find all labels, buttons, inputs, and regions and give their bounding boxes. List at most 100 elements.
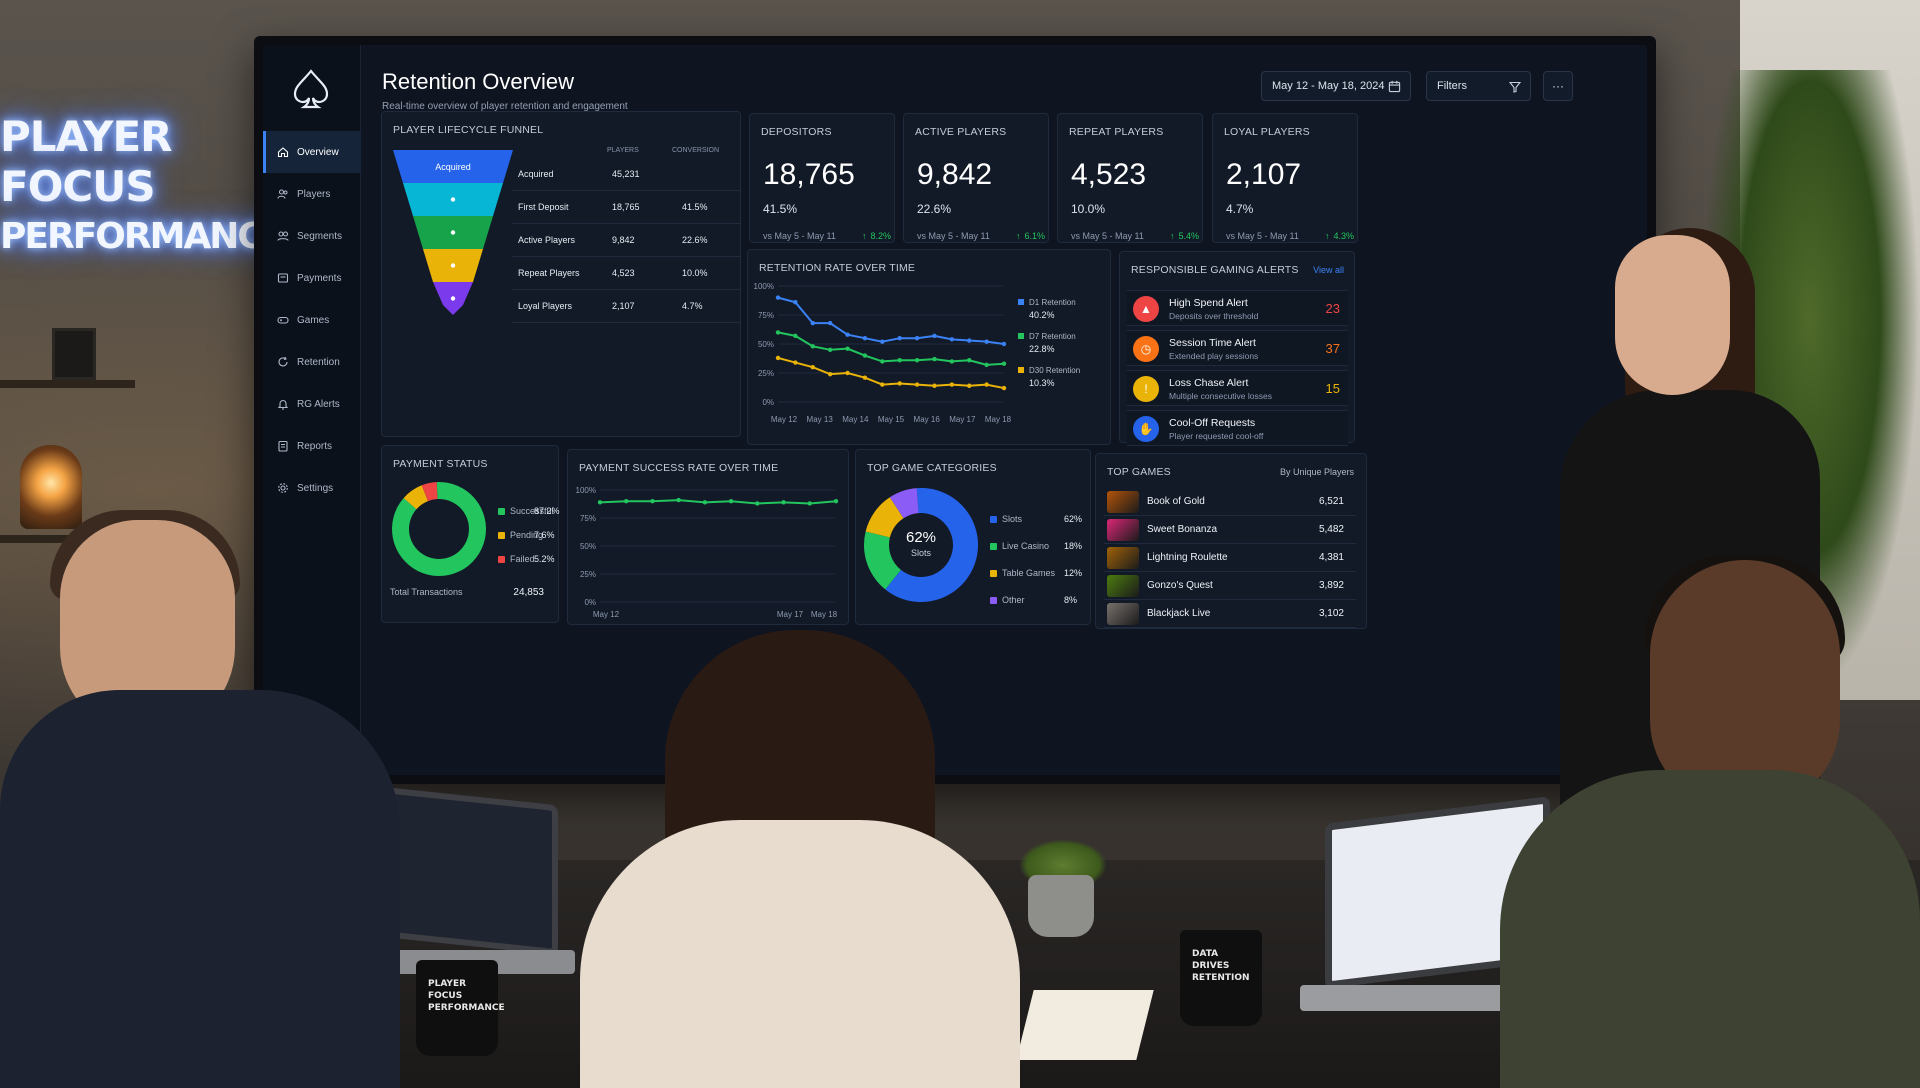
gear-icon xyxy=(278,483,288,493)
sort-dropdown[interactable]: By Unique Players xyxy=(1279,467,1354,477)
alert-row[interactable]: ✋ Cool-Off Requests Player requested cool-… xyxy=(1127,410,1348,446)
legend-item: Live Casino xyxy=(990,541,1049,551)
y-tick-label: 25% xyxy=(580,570,596,579)
more-icon: ··· xyxy=(1552,79,1564,93)
data-point xyxy=(967,358,972,363)
kpi-value: 9,842 xyxy=(917,158,993,191)
data-point xyxy=(897,381,902,386)
date-range-picker[interactable]: May 12 - May 18, 2024 xyxy=(1261,71,1411,101)
dashboard: Overview Players Segments Payments Games Rete… xyxy=(263,45,1647,775)
alert-row[interactable]: ! Loss Chase Alert Multiple consecutive lo… xyxy=(1127,370,1348,406)
mug-text: DRIVES xyxy=(1192,961,1230,971)
data-point xyxy=(845,370,850,376)
card-title: PAYMENT SUCCESS RATE OVER TIME xyxy=(579,462,779,474)
mug-text: FOCUS xyxy=(428,991,463,1001)
funnel-stage-players: 9,842 xyxy=(612,235,635,245)
x-tick-label: May 14 xyxy=(842,415,869,424)
kpi-comparison: vs May 5 - May 11 xyxy=(1071,231,1144,241)
payment-success-card: PAYMENT SUCCESS RATE OVER TIME 100% 75% 50… xyxy=(567,449,849,625)
filters-button[interactable]: Filters xyxy=(1426,71,1531,101)
sidebar-item-label: Players xyxy=(297,188,331,200)
game-row[interactable]: Lightning Roulette 4,381 xyxy=(1104,544,1356,572)
data-point xyxy=(728,499,734,504)
plant-pot xyxy=(1028,875,1094,937)
sidebar-item-retention[interactable]: Retention xyxy=(263,341,361,383)
sidebar-item-players[interactable]: Players xyxy=(263,173,361,215)
game-row[interactable]: Sweet Bonanza 5,482 xyxy=(1104,516,1356,544)
data-point xyxy=(862,353,868,358)
y-tick-label: 50% xyxy=(580,542,596,551)
legend-swatch xyxy=(498,507,505,515)
sidebar-item-label: RG Alerts xyxy=(297,398,340,410)
date-range-label: May 12 - May 18, 2024 xyxy=(1272,80,1385,92)
x-tick-label: May 13 xyxy=(807,415,834,424)
sidebar-item-label: Reports xyxy=(297,440,333,452)
view-all-link[interactable]: View all xyxy=(1313,265,1344,275)
lamp xyxy=(20,445,82,529)
kpi-comparison: vs May 5 - May 11 xyxy=(763,231,836,241)
legend-value: 18% xyxy=(1064,541,1083,551)
legend-label: Failed xyxy=(510,554,535,564)
sidebar-item-segments[interactable]: Segments xyxy=(263,215,361,257)
segments-icon xyxy=(277,231,289,241)
funnel-row: First Deposit 18,765 41.5% xyxy=(512,191,740,224)
game-players: 3,102 xyxy=(1318,608,1344,619)
alert-count: 37 xyxy=(1325,341,1340,356)
legend-swatch xyxy=(990,515,997,523)
more-options-button[interactable]: ··· xyxy=(1543,71,1573,101)
alert-count: 23 xyxy=(1325,301,1340,316)
game-thumbnail xyxy=(1107,547,1139,569)
sidebar-item-reports[interactable]: Reports xyxy=(263,425,361,467)
neon-line: PERFORMANCE xyxy=(0,216,286,257)
top-categories-card: TOP GAME CATEGORIES 62% Slots Slots 62% Li… xyxy=(855,449,1091,625)
alert-row[interactable]: ▲ High Spend Alert Deposits over threshold… xyxy=(1127,290,1348,326)
data-point xyxy=(932,383,937,388)
legend-series-value: 10.3% xyxy=(1029,378,1055,388)
data-point xyxy=(1001,341,1007,347)
kpi-title: DEPOSITORS xyxy=(761,126,832,138)
donut-center-label: Slots xyxy=(910,548,931,558)
spade-icon[interactable] xyxy=(289,67,333,111)
sidebar-item-rg-alerts[interactable]: RG Alerts xyxy=(263,383,361,425)
game-row[interactable]: Blackjack Live 3,102 xyxy=(1104,600,1356,628)
data-point xyxy=(845,346,850,351)
legend-swatch xyxy=(1018,333,1024,339)
data-point xyxy=(810,320,815,326)
data-point xyxy=(967,338,972,343)
data-point xyxy=(914,382,920,387)
data-point xyxy=(793,333,798,339)
sidebar-item-payments[interactable]: Payments xyxy=(263,257,361,299)
sidebar-item-label: Payments xyxy=(297,272,342,284)
kpi-delta-value: 6.1% xyxy=(1024,231,1046,241)
page-title: Retention Overview xyxy=(382,69,574,94)
data-point xyxy=(932,356,937,362)
game-players: 3,892 xyxy=(1318,580,1344,591)
legend-value: 5.2% xyxy=(534,554,555,564)
y-tick-label: 100% xyxy=(576,486,596,495)
data-point xyxy=(984,362,989,368)
sidebar-item-overview[interactable]: Overview xyxy=(263,131,361,173)
data-point xyxy=(949,359,955,364)
users-icon xyxy=(277,189,288,199)
legend-swatch xyxy=(1018,367,1024,373)
game-row[interactable]: Book of Gold 6,521 xyxy=(1104,488,1356,516)
sidebar-item-games[interactable]: Games xyxy=(263,299,361,341)
funnel-row: Loyal Players 2,107 4.7% xyxy=(512,290,740,323)
alert-name: Loss Chase Alert xyxy=(1169,377,1249,389)
sidebar-item-settings[interactable]: Settings xyxy=(263,467,361,509)
report-icon xyxy=(278,440,288,452)
kpi-title: REPEAT PLAYERS xyxy=(1069,126,1164,138)
alert-name: High Spend Alert xyxy=(1169,297,1248,309)
data-point xyxy=(702,500,708,505)
game-row[interactable]: Gonzo's Quest 3,892 xyxy=(1104,572,1356,600)
funnel-stage-players: 45,231 xyxy=(612,169,640,179)
alert-row[interactable]: ◷ Session Time Alert Extended play session… xyxy=(1127,330,1348,366)
legend-item: Other xyxy=(990,595,1025,605)
funnel-stage-name: Active Players xyxy=(518,235,576,245)
data-point xyxy=(793,300,798,305)
funnel-top-label: Acquired xyxy=(435,162,471,172)
data-point xyxy=(845,332,850,337)
y-tick-label: 75% xyxy=(580,514,596,523)
rg-alerts-card: RESPONSIBLE GAMING ALERTS View all ▲ High… xyxy=(1119,251,1355,446)
warning-icon: ! xyxy=(1133,376,1159,402)
